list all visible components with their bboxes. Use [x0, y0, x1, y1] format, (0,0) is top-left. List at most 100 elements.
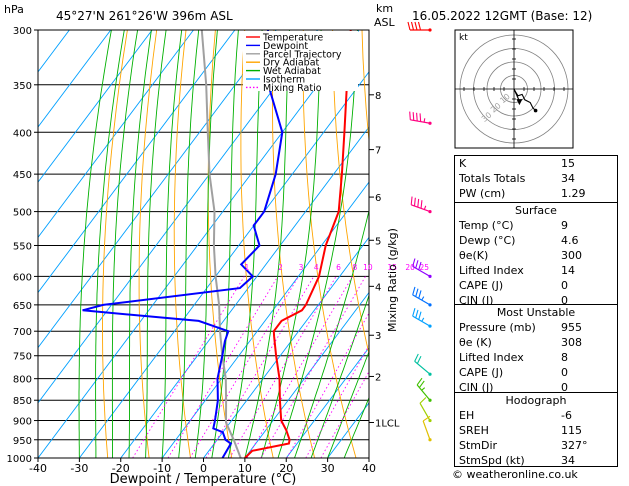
legend-background [243, 31, 358, 91]
wind-barb-flag [422, 415, 431, 422]
mixing-ratio-line [246, 276, 353, 458]
legend-label: Dewpoint [263, 41, 308, 52]
isotherm-line [38, 30, 318, 404]
wet-adiabat-line [161, 30, 183, 458]
mixing-ratio-line [205, 276, 315, 458]
surface-row: CAPE (J) 0 [459, 278, 613, 293]
height-tick-label: 6 [375, 193, 381, 204]
temperature-tick-label: -30 [70, 462, 88, 475]
legend-label: Parcel Trajectory [263, 49, 342, 60]
hpa-label: hPa [4, 3, 24, 16]
wind-barb-flag [416, 112, 418, 122]
index-label: CIN (J) [459, 381, 494, 394]
surface-title: Surface [515, 204, 557, 217]
hodograph-unit-label: kt [459, 33, 468, 43]
wind-barb-flag [416, 377, 423, 386]
unstable-row: CIN (J) 0 [459, 380, 613, 395]
height-tick-label: 4 [375, 282, 381, 293]
wet-adiabat-line [260, 30, 322, 458]
storm-motion-vector [513, 88, 520, 102]
background-lines [38, 30, 369, 458]
series-line-dewpoint [82, 30, 284, 458]
index-label: Dewp (°C) [459, 234, 516, 247]
hodograph-end-dot [533, 108, 538, 113]
wind-barb-flag [419, 113, 422, 122]
legend-label: Mixing Ratio [263, 83, 322, 94]
dry-adiabat-line [302, 30, 357, 458]
wind-barb-flag [412, 308, 416, 317]
index-row: PW (cm) 1.29 [459, 186, 613, 201]
surface-row: θe(K) 300 [459, 248, 613, 263]
height-tick-label: 3 [375, 331, 381, 342]
index-value: 115 [561, 424, 582, 437]
index-label: StmSpd (kt) [459, 454, 525, 467]
wind-barb-flag [418, 290, 422, 299]
wind-barb-flag [415, 288, 419, 297]
pressure-tick-label: 600 [13, 272, 32, 283]
dry-adiabat-line [272, 30, 316, 458]
surface-row: Temp (°C) 9 [459, 218, 613, 233]
plot-frame [37, 29, 370, 459]
index-value: -6 [561, 409, 572, 422]
mixing-ratio-label: 8 [352, 263, 357, 272]
hodo-row: StmDir 327° [459, 438, 613, 453]
mixing-ratio-line [229, 276, 337, 458]
index-value: 327° [561, 439, 588, 452]
mixing-ratio-label: 6 [336, 263, 341, 272]
index-label: θe(K) [459, 249, 489, 262]
wind-barb-base [428, 438, 432, 442]
wet-adiabat-line [211, 30, 239, 458]
temperature-tick-label: -10 [153, 462, 171, 475]
datetime-title: 16.05.2022 12GMT (Base: 12) [412, 9, 592, 23]
wind-barb-base [428, 274, 432, 279]
hodo-row: EH -6 [459, 408, 613, 423]
pressure-tick-label: 300 [13, 26, 32, 37]
axes: 3003504004505005506006507007508008509009… [7, 26, 400, 475]
indices-panel-unstable: Most Unstable Pressure (mb) 955 θe (K) 308… [454, 304, 618, 395]
mixing-ratio-labels: 1 2 3 4 6 8 10 15 20 25 [245, 263, 430, 272]
surface-row: Lifted Index 14 [459, 263, 613, 278]
wind-barb-flag [418, 261, 422, 271]
wind-barb-flag [417, 21, 422, 31]
hodo-row: StmSpd (kt) 34 [459, 453, 613, 468]
index-value: 300 [561, 249, 582, 262]
height-tick-label: 2 [375, 372, 381, 383]
wind-barb-flag [414, 21, 418, 31]
unstable-row: CAPE (J) 0 [459, 365, 613, 380]
height-tick-label: 7 [375, 146, 381, 157]
wind-barb-flag [415, 260, 419, 269]
wind-barb-base [428, 418, 432, 423]
index-value: 0 [561, 279, 568, 292]
legend-label: Wet Adiabat [263, 66, 321, 77]
wet-adiabat-line [111, 30, 139, 458]
pressure-tick-label: 850 [13, 396, 32, 407]
mixing-ratio-label: 10 [363, 263, 373, 272]
wind-barb-flag [417, 198, 420, 208]
wind-barb-base [428, 303, 432, 307]
profiles [82, 30, 352, 458]
unstable-row: Lifted Index 8 [459, 350, 613, 365]
wind-barb-half-flag [423, 118, 426, 123]
wind-barb-flag [410, 196, 413, 205]
wet-adiabat-line [145, 30, 167, 458]
isotherm-line [38, 30, 236, 294]
dry-adiabat-line [240, 30, 274, 458]
index-label: CAPE (J) [459, 279, 504, 292]
index-label: EH [459, 409, 475, 422]
index-value: 8 [561, 351, 568, 364]
wind-barb-base [428, 398, 432, 402]
wind-barb-flag [414, 353, 419, 362]
asl-label: ASL [374, 16, 396, 29]
mixing-ratio-line [305, 344, 369, 458]
temperature-tick-label: 20 [279, 462, 293, 475]
index-label: Pressure (mb) [459, 321, 536, 334]
isotherm-line [120, 126, 369, 458]
wind-barb-flag [412, 286, 416, 296]
index-value: 955 [561, 321, 582, 334]
isotherm-line [38, 30, 360, 458]
height-tick-label: 8 [375, 91, 381, 102]
temperature-tick-label: -20 [112, 462, 130, 475]
mixing-ratio-label: 20 [405, 263, 415, 272]
